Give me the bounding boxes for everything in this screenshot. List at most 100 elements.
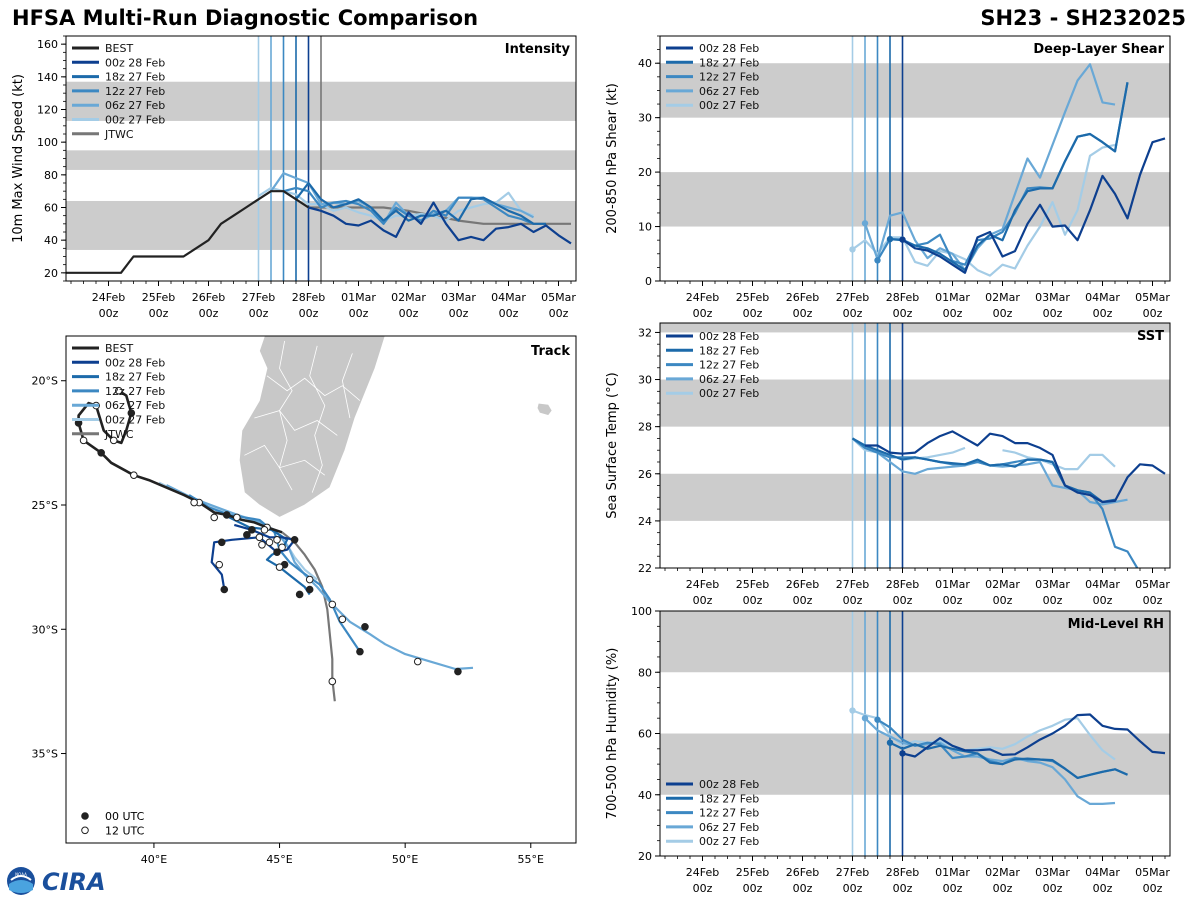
panel-title: Intensity xyxy=(505,42,571,57)
legend-label: 00z 28 Feb xyxy=(105,356,165,369)
track-position-marker xyxy=(290,535,299,544)
track-position-marker xyxy=(248,526,256,534)
lat-tick-label: 35°S xyxy=(32,748,58,761)
marker-legend-symbol xyxy=(81,826,89,835)
series-line xyxy=(295,181,546,225)
x-tick-label-date: 28Feb xyxy=(292,291,325,304)
legend-label: 00z 28 Feb xyxy=(699,42,759,55)
legend-label: 00z 27 Feb xyxy=(699,99,759,112)
x-tick-label-hour: 00z xyxy=(99,307,119,320)
y-tick-label: 100 xyxy=(37,136,58,149)
x-tick-label-date: 24Feb xyxy=(686,291,719,304)
x-tick-label-hour: 00z xyxy=(843,594,863,607)
x-tick-label-date: 02Mar xyxy=(985,578,1020,591)
x-tick-label-hour: 00z xyxy=(1143,594,1163,607)
series-line xyxy=(901,137,1166,274)
track-position-marker xyxy=(220,585,229,594)
figure-title-right: SH23 - SH232025 xyxy=(980,6,1186,30)
track-position-marker xyxy=(454,667,462,676)
x-tick-label-hour: 00z xyxy=(1043,882,1063,895)
lat-tick-label: 25°S xyxy=(32,499,58,512)
x-tick-label-hour: 00z xyxy=(793,307,813,320)
x-tick-label-hour: 00z xyxy=(499,307,519,320)
legend-label: 18z 27 Feb xyxy=(699,792,759,805)
legend-label: 06z 27 Feb xyxy=(699,373,759,386)
x-tick-label-date: 01Mar xyxy=(935,866,970,879)
x-tick-label-hour: 00z xyxy=(943,307,963,320)
x-tick-label-date: 26Feb xyxy=(786,291,819,304)
y-tick-label: 28 xyxy=(638,421,652,434)
series-line xyxy=(308,201,572,245)
x-tick-label-hour: 00z xyxy=(349,307,369,320)
x-tick-label-date: 27Feb xyxy=(836,578,869,591)
legend-label: 06z 27 Feb xyxy=(699,85,759,98)
y-tick-label: 24 xyxy=(638,515,652,528)
track-position-marker xyxy=(97,449,105,457)
y-tick-label: 60 xyxy=(44,202,58,215)
x-tick-label-date: 24Feb xyxy=(686,866,719,879)
x-tick-label-date: 05Mar xyxy=(1135,291,1170,304)
cira-logo-icon: CIRA xyxy=(42,868,106,896)
x-tick-label-date: 05Mar xyxy=(541,291,576,304)
x-tick-label-date: 05Mar xyxy=(1135,578,1170,591)
lon-tick-label: 50°E xyxy=(392,853,418,866)
series-start-marker xyxy=(849,246,856,253)
x-tick-label-date: 24Feb xyxy=(92,291,125,304)
track-position-marker xyxy=(338,615,347,624)
series-start-marker xyxy=(886,739,894,746)
track-position-marker xyxy=(361,622,369,631)
x-tick-label-date: 02Mar xyxy=(985,291,1020,304)
y-tick-label: 120 xyxy=(37,104,58,117)
x-tick-label-hour: 00z xyxy=(893,882,913,895)
legend-label: 12z 27 Feb xyxy=(105,385,165,398)
legend-label: 06z 27 Feb xyxy=(699,821,759,834)
panel-title: Mid-Level RH xyxy=(1068,617,1164,632)
x-tick-label-date: 27Feb xyxy=(836,291,869,304)
y-axis-label: 200-850 hPa Shear (kt) xyxy=(605,83,620,234)
y-tick-label: 60 xyxy=(638,728,652,741)
track-line xyxy=(281,531,336,702)
series-start-marker xyxy=(874,257,881,264)
marker-legend-symbol xyxy=(81,812,89,820)
x-tick-label-date: 03Mar xyxy=(441,291,476,304)
x-tick-label-hour: 00z xyxy=(993,882,1013,895)
track-position-marker xyxy=(255,533,264,542)
series-line xyxy=(864,717,1116,806)
x-tick-label-date: 25Feb xyxy=(736,578,769,591)
x-tick-label-hour: 00z xyxy=(743,307,763,320)
x-tick-label-date: 02Mar xyxy=(391,291,426,304)
x-tick-label-date: 04Mar xyxy=(491,291,526,304)
y-tick-label: 20 xyxy=(638,850,652,863)
track-position-marker xyxy=(305,575,314,584)
legend-label: 18z 27 Feb xyxy=(699,56,759,69)
legend-label: 18z 27 Feb xyxy=(105,371,165,384)
series-line xyxy=(66,190,310,274)
legend-label: BEST xyxy=(105,42,133,55)
x-tick-label-date: 04Mar xyxy=(1085,866,1120,879)
region-boundary xyxy=(266,375,361,401)
x-tick-label-date: 28Feb xyxy=(886,291,919,304)
threshold-band xyxy=(660,323,1170,333)
y-tick-label: 100 xyxy=(631,605,652,618)
track-position-marker xyxy=(130,471,138,479)
x-tick-label-date: 28Feb xyxy=(886,578,919,591)
y-tick-label: 40 xyxy=(638,57,652,70)
land-mass xyxy=(238,336,386,518)
y-tick-label: 80 xyxy=(44,169,58,182)
y-tick-label: 40 xyxy=(44,234,58,247)
track-position-marker xyxy=(273,548,281,557)
x-tick-label-hour: 00z xyxy=(993,594,1013,607)
x-tick-label-date: 26Feb xyxy=(786,866,819,879)
panel-title: SST xyxy=(1137,329,1164,344)
track-position-marker xyxy=(278,543,286,552)
map-frame xyxy=(65,335,577,844)
legend-label: 00z 28 Feb xyxy=(699,778,759,791)
x-tick-label-date: 25Feb xyxy=(142,291,175,304)
y-axis-label: Sea Surface Temp (°C) xyxy=(605,372,620,519)
x-tick-label-hour: 00z xyxy=(693,307,713,320)
series-line xyxy=(851,143,1116,277)
x-tick-label-hour: 00z xyxy=(943,882,963,895)
lon-tick-label: 45°E xyxy=(266,853,292,866)
